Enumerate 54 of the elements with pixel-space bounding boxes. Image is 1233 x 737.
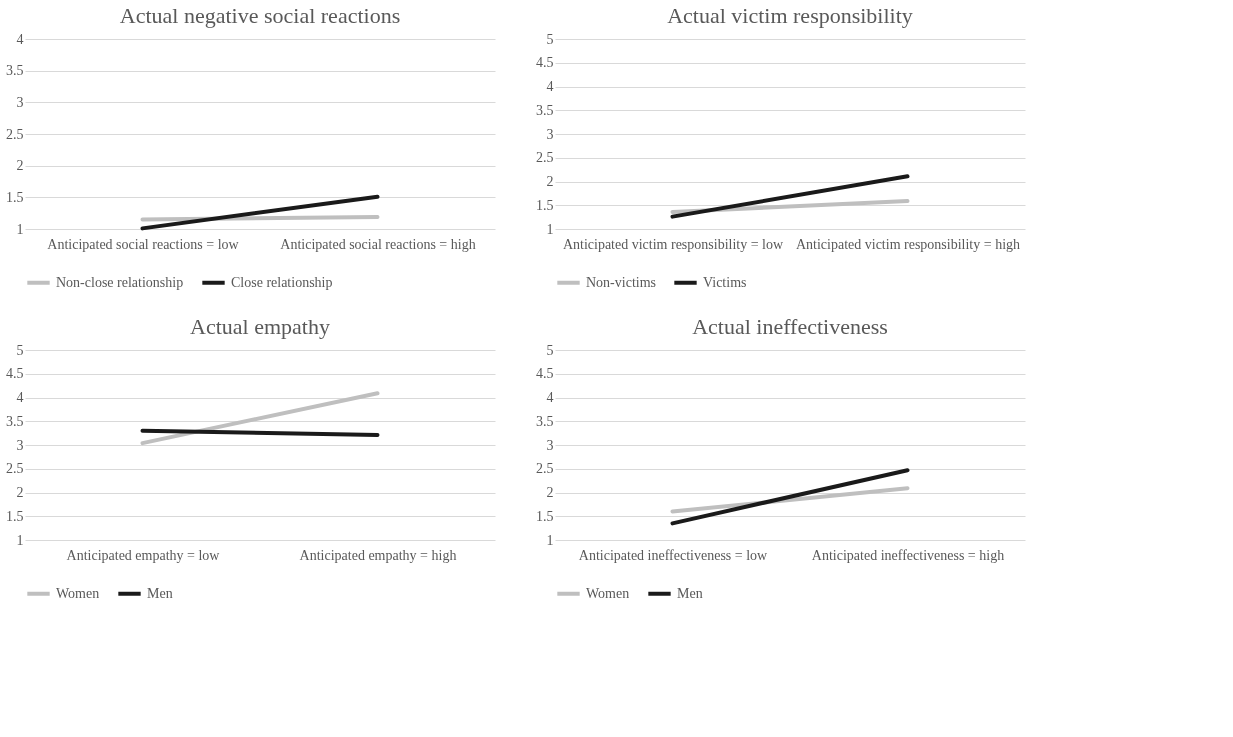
legend-label: Victims	[703, 274, 747, 290]
x-tick-label: Anticipated empathy = low	[66, 547, 221, 563]
y-tick-label: 2.5	[6, 126, 24, 142]
x-tick-label: Anticipated ineffectiveness = low	[578, 547, 769, 563]
y-tick-label: 1	[16, 221, 24, 237]
x-tick-label: Anticipated social reactions = high	[280, 236, 476, 252]
y-tick-label: 2	[16, 485, 24, 500]
y-tick-label: 3	[16, 437, 24, 453]
y-tick-label: 1.5	[536, 508, 554, 524]
y-tick-label: 3.5	[6, 63, 24, 79]
y-tick-label: 3	[546, 126, 554, 142]
legend-label: Women	[586, 585, 630, 601]
legend-label: Women	[56, 585, 100, 601]
y-tick-label: 4	[16, 390, 24, 405]
chart-title: Actual empathy	[190, 314, 330, 339]
y-tick-label: 3.5	[536, 413, 554, 429]
y-tick-label: 4	[546, 390, 554, 405]
x-tick-label: Anticipated social reactions = low	[47, 236, 240, 252]
y-tick-label: 4.5	[536, 366, 554, 382]
legend-label: Non-victims	[586, 274, 656, 290]
y-tick-label: 2.5	[536, 150, 554, 166]
y-tick-label: 4.5	[536, 55, 554, 71]
chart-title: Actual negative social reactions	[119, 3, 401, 28]
chart-title: Actual ineffectiveness	[692, 314, 888, 339]
y-tick-label: 2	[546, 174, 554, 189]
y-tick-label: 2	[546, 485, 554, 500]
y-tick-label: 3.5	[536, 102, 554, 118]
y-tick-label: 4.5	[6, 366, 24, 382]
y-tick-label: 1.5	[536, 197, 554, 213]
x-tick-label: Anticipated empathy = high	[299, 547, 457, 563]
x-tick-label: Anticipated ineffectiveness = high	[811, 547, 1005, 563]
y-tick-label: 1	[16, 532, 24, 548]
y-tick-label: 1	[546, 221, 554, 237]
legend-label: Men	[147, 585, 173, 601]
y-tick-label: 1	[546, 532, 554, 548]
y-tick-label: 4	[16, 31, 24, 47]
y-tick-label: 5	[16, 342, 24, 358]
y-tick-label: 5	[546, 342, 554, 358]
y-tick-label: 5	[546, 31, 554, 47]
legend-label: Close relationship	[231, 274, 333, 290]
chart-title: Actual victim responsibility	[667, 3, 913, 28]
x-tick-label: Anticipated victim responsibility = high	[795, 236, 1021, 252]
legend-label: Non-close relationship	[56, 274, 184, 290]
y-tick-label: 2	[16, 158, 24, 174]
y-tick-label: 2.5	[536, 461, 554, 477]
legend-label: Men	[677, 585, 703, 601]
y-tick-label: 3.5	[6, 413, 24, 429]
y-tick-label: 1.5	[6, 508, 24, 524]
x-tick-label: Anticipated victim responsibility = low	[562, 236, 784, 252]
y-tick-label: 3	[546, 437, 554, 453]
y-tick-label: 4	[546, 79, 554, 94]
y-tick-label: 3	[16, 94, 24, 110]
y-tick-label: 1.5	[6, 189, 24, 205]
y-tick-label: 2.5	[6, 461, 24, 477]
